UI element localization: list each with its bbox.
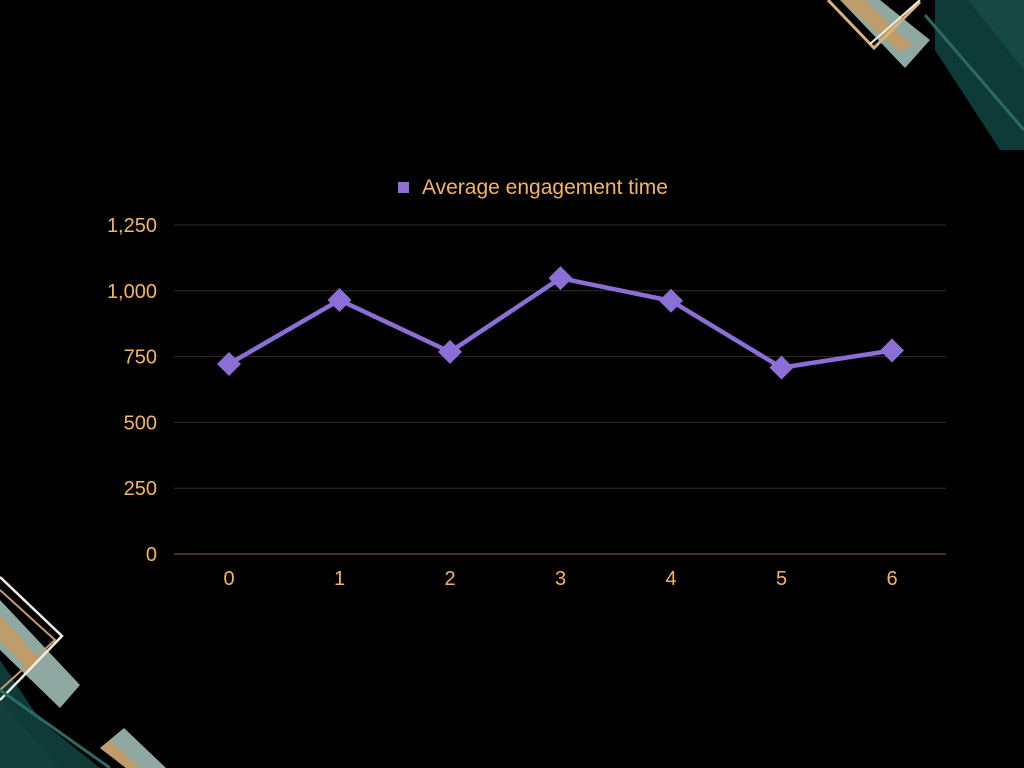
x-tick-label: 0 (223, 568, 234, 590)
data-point-marker (769, 355, 794, 380)
gridlines (174, 224, 946, 555)
legend-swatch (398, 182, 409, 193)
data-point-marker (327, 288, 352, 313)
series-line (217, 266, 904, 380)
y-tick-label: 250 (124, 478, 157, 500)
x-tick-label: 1 (334, 568, 345, 590)
x-tick-label: 5 (776, 568, 787, 590)
y-tick-label: 1,000 (107, 281, 157, 303)
series-line-path (226, 275, 895, 370)
y-axis: 0 250 500 750 1,000 1,250 (107, 215, 157, 566)
data-point-marker (548, 266, 573, 291)
x-tick-label: 3 (555, 568, 566, 590)
data-point-marker (438, 339, 462, 364)
y-tick-label: 1,250 (107, 215, 157, 237)
bottom-left-ornament (0, 576, 166, 768)
data-point-marker (217, 351, 241, 376)
y-tick-label: 0 (146, 544, 157, 566)
y-tick-label: 750 (124, 347, 157, 369)
x-tick-label: 6 (886, 568, 897, 590)
data-point-marker (880, 338, 904, 363)
data-point-marker (659, 288, 683, 313)
top-right-ornament (826, 0, 1024, 150)
x-tick-label: 2 (444, 568, 455, 590)
legend: Average engagement time (398, 176, 668, 199)
y-tick-label: 500 (124, 412, 157, 434)
legend-label: Average engagement time (422, 176, 668, 199)
x-axis: 0 1 2 3 4 5 6 (223, 568, 897, 590)
x-tick-label: 4 (665, 568, 676, 590)
